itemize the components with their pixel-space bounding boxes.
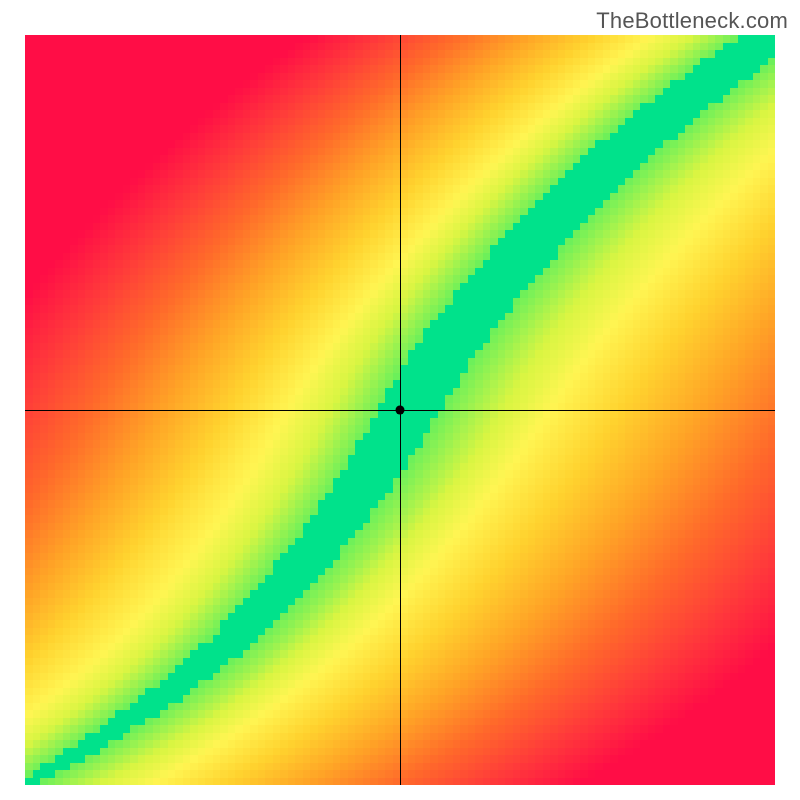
chart-container: TheBottleneck.com	[0, 0, 800, 800]
watermark-text: TheBottleneck.com	[596, 8, 788, 34]
bottleneck-heatmap	[0, 0, 800, 800]
